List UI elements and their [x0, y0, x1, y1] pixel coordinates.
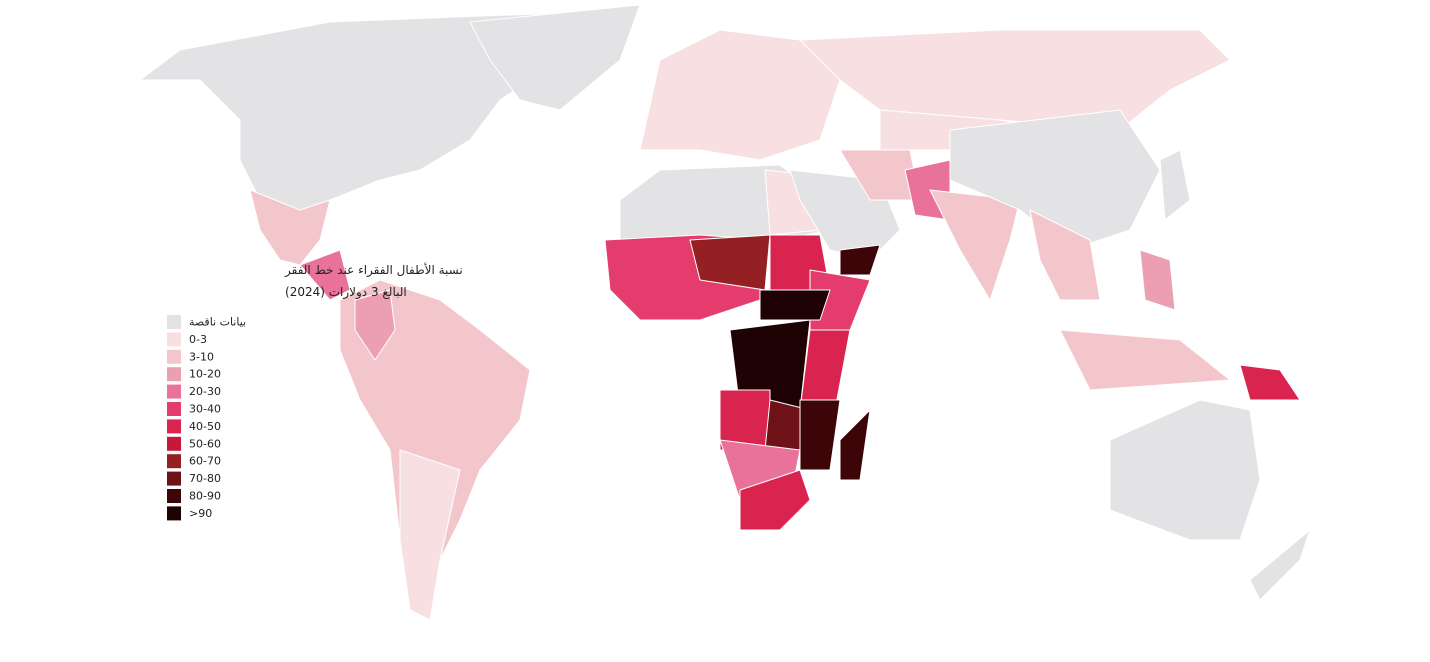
china — [949, 109, 1161, 251]
russia — [799, 29, 1231, 131]
central-america — [299, 249, 351, 301]
legend-swatch — [167, 367, 181, 382]
southern-cone — [399, 449, 461, 621]
legend-title: نسبة الأطفال الفقراء عند خط الفقر — [284, 262, 463, 278]
countries — [139, 4, 1311, 621]
legend-label: 80-90 — [189, 490, 221, 503]
legend-swatch — [167, 454, 181, 469]
legend-label: >90 — [189, 507, 212, 520]
legend-swatch — [167, 436, 181, 451]
legend: نسبة الأطفال الفقراء عند خط الفقر البالغ… — [167, 262, 463, 521]
legend-label: 50-60 — [189, 437, 221, 450]
philippines — [1139, 249, 1176, 311]
legend-swatch — [167, 489, 181, 503]
colombia — [354, 289, 396, 361]
legend-label: 10-20 — [189, 368, 221, 381]
yemen — [839, 244, 881, 276]
legend-swatch — [167, 332, 181, 347]
australia — [1109, 399, 1261, 541]
legend-label: 30-40 — [189, 403, 221, 416]
southeast-asia — [1029, 209, 1101, 301]
south-africa — [739, 469, 811, 531]
legend-swatch — [167, 419, 181, 434]
mozambique — [799, 399, 841, 471]
india — [929, 189, 1021, 301]
legend-swatch — [167, 315, 181, 329]
greenland — [469, 4, 641, 111]
legend-swatch — [167, 506, 181, 521]
legend-label: 20-30 — [189, 385, 221, 398]
legend-swatch — [167, 349, 181, 364]
legend-swatch — [167, 384, 181, 399]
madagascar — [839, 409, 871, 481]
legend-swatch — [167, 402, 181, 416]
indonesia — [1059, 329, 1231, 391]
legend-label: 3-10 — [189, 350, 214, 363]
legend-label: 40-50 — [189, 420, 221, 433]
legend-swatch — [167, 471, 181, 486]
legend-label: بيانات ناقصة — [189, 316, 246, 329]
legend-label: 70-80 — [189, 472, 221, 485]
south-america — [339, 279, 531, 621]
japan — [1159, 149, 1191, 221]
legend-label: 0-3 — [189, 333, 207, 346]
south-sudan — [759, 289, 831, 321]
papua-new-guinea — [1239, 364, 1301, 401]
new-zealand — [1249, 529, 1311, 601]
legend-title: البالغ 3 دولارات (2024) — [285, 285, 407, 300]
mexico — [249, 189, 331, 266]
legend-label: 60-70 — [189, 455, 221, 468]
